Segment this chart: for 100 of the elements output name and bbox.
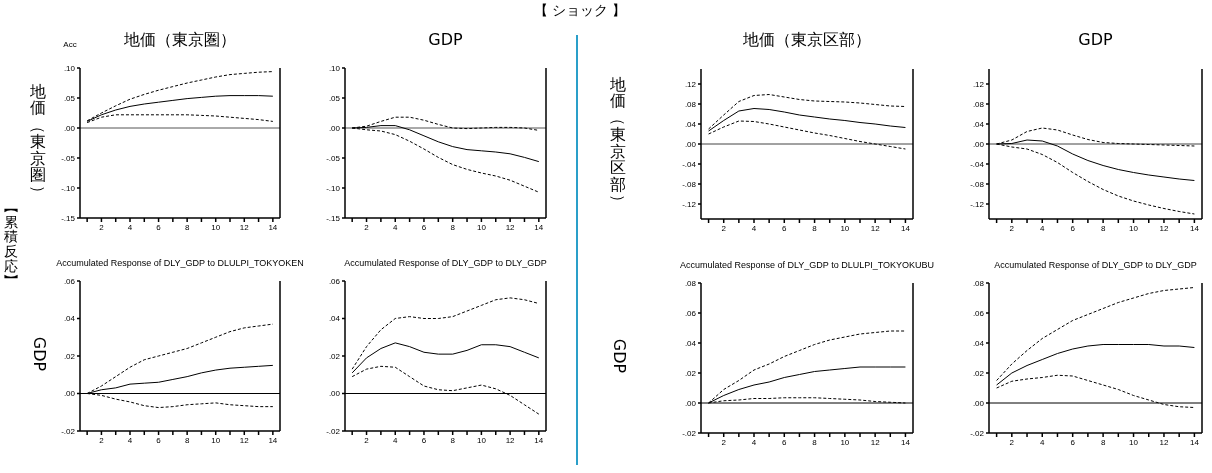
- y-tick-label: -.12: [970, 199, 985, 209]
- y-tick-label: -.04: [682, 159, 697, 169]
- y-tick-label: .02: [328, 351, 341, 361]
- y-tick-label: -.02: [970, 428, 985, 438]
- x-tick-label: 4: [1040, 437, 1046, 447]
- y-tick-label: .02: [684, 368, 697, 378]
- x-tick-label: 4: [393, 435, 399, 445]
- y-tick-label: -.02: [682, 428, 697, 438]
- x-tick-label: 14: [268, 435, 278, 445]
- y-tick-label: .00: [972, 398, 985, 408]
- x-tick-label: 4: [393, 222, 399, 232]
- y-axis-title: 地価（東京区部）: [609, 74, 629, 211]
- y-tick-label: -.04: [970, 159, 985, 169]
- x-tick-label: 4: [127, 435, 133, 445]
- y-tick-label: .00: [684, 139, 697, 149]
- y-tick-label: .06: [972, 308, 985, 318]
- chart-title: Accumulated Response of DLY_GDP to DLULPI_TOKYOKUBU: [679, 260, 935, 270]
- x-tick-label: 2: [1009, 223, 1015, 233]
- text: 【 ショック 】: [532, 2, 628, 20]
- x-tick-label: 12: [505, 435, 516, 445]
- y-tick-label: .05: [328, 93, 341, 103]
- x-tick-label: 10: [1129, 437, 1139, 447]
- y-tick-label: .00: [972, 139, 985, 149]
- x-tick-label: 14: [534, 435, 544, 445]
- y-tick-label: .08: [972, 99, 985, 109]
- y-tick-label: .12: [972, 79, 985, 89]
- x-tick-label: 12: [239, 222, 250, 232]
- y-tick-label: -.08: [970, 179, 985, 189]
- x-tick-label: 14: [1189, 223, 1200, 233]
- x-tick-label: 12: [239, 435, 250, 445]
- x-tick-label: 8: [450, 435, 456, 445]
- x-tick-label: 10: [840, 223, 850, 233]
- x-tick-label: 12: [870, 223, 881, 233]
- x-tick-label: 10: [211, 435, 221, 445]
- x-tick-label: 2: [364, 435, 370, 445]
- x-tick-label: 14: [1189, 437, 1200, 447]
- y-tick-label: .04: [63, 314, 76, 324]
- x-tick-label: 8: [184, 222, 190, 232]
- x-tick-label: 10: [1129, 223, 1139, 233]
- y-tick-label: .05: [63, 93, 76, 103]
- y-tick-label: -.02: [61, 426, 76, 436]
- y-tick-label: -.15: [61, 213, 76, 223]
- y-tick-label: -.10: [61, 183, 76, 193]
- x-tick-label: 2: [721, 223, 727, 233]
- x-tick-label: 14: [900, 437, 911, 447]
- x-tick-label: 2: [99, 222, 105, 232]
- x-tick-label: 10: [840, 437, 850, 447]
- text: 【累積反応】: [3, 200, 20, 288]
- x-tick-label: 6: [1070, 437, 1076, 447]
- y-tick-label: -.05: [326, 153, 341, 163]
- y-axis-title: GDP: [30, 336, 49, 371]
- x-tick-label: 2: [99, 435, 105, 445]
- chart-title: Accumulated Response of DLY_GDP to DLY_GDP: [344, 258, 547, 268]
- x-tick-label: 8: [184, 435, 190, 445]
- line-series: [996, 287, 1195, 381]
- x-tick-label: 2: [721, 437, 727, 447]
- y-tick-label: .08: [972, 278, 985, 288]
- y-tick-label: .00: [63, 389, 76, 399]
- chart-title: GDP: [1078, 30, 1113, 49]
- y-tick-label: .08: [684, 278, 697, 288]
- x-tick-label: 8: [1100, 223, 1106, 233]
- x-tick-label: 12: [505, 222, 516, 232]
- y-tick-label: -.10: [326, 183, 341, 193]
- x-tick-label: 4: [127, 222, 133, 232]
- x-tick-label: 14: [534, 222, 544, 232]
- y-tick-label: .04: [972, 119, 985, 129]
- y-tick-label: .00: [63, 123, 76, 133]
- x-tick-label: 2: [1009, 437, 1015, 447]
- x-tick-label: 10: [211, 222, 221, 232]
- text: Acc: [62, 40, 78, 49]
- x-tick-label: 12: [870, 437, 881, 447]
- x-tick-label: 6: [421, 435, 427, 445]
- y-axis-title: 地価（東京圏）: [29, 81, 49, 201]
- y-tick-label: .02: [972, 368, 985, 378]
- y-tick-label: -.12: [682, 199, 697, 209]
- x-tick-label: 4: [1040, 223, 1046, 233]
- y-tick-label: .00: [328, 389, 341, 399]
- y-tick-label: .10: [328, 63, 341, 73]
- y-tick-label: .12: [684, 79, 697, 89]
- x-tick-label: 6: [782, 223, 788, 233]
- x-tick-label: 8: [1100, 437, 1106, 447]
- y-tick-label: .06: [328, 276, 341, 286]
- y-tick-label: .10: [63, 63, 76, 73]
- y-axis-title: GDP: [610, 338, 629, 373]
- y-tick-label: .04: [684, 338, 697, 348]
- line-series: [351, 342, 540, 374]
- y-tick-label: .02: [63, 351, 76, 361]
- y-tick-label: -.15: [326, 213, 341, 223]
- x-tick-label: 4: [751, 223, 757, 233]
- y-tick-label: .06: [63, 276, 76, 286]
- x-tick-label: 4: [751, 437, 757, 447]
- x-tick-label: 6: [1070, 223, 1076, 233]
- chart-title: 地価（東京圏）: [124, 30, 236, 51]
- chart-title: Accumulated Response of DLY_GDP to DLULPI_TOKYOKEN: [56, 258, 304, 268]
- chart-title: GDP: [428, 30, 463, 49]
- x-tick-label: 6: [156, 435, 162, 445]
- x-tick-label: 14: [900, 223, 911, 233]
- x-tick-label: 2: [364, 222, 370, 232]
- y-tick-label: .08: [684, 99, 697, 109]
- y-tick-label: -.08: [682, 179, 697, 189]
